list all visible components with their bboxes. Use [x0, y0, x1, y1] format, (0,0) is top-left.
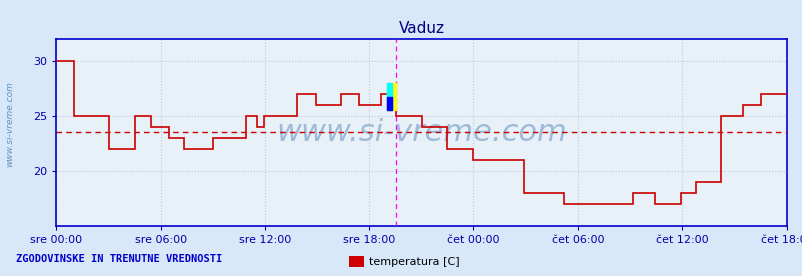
Bar [387, 83, 395, 110]
Bar [387, 97, 391, 110]
Bar [387, 83, 391, 110]
Text: temperatura [C]: temperatura [C] [369, 257, 460, 267]
Text: ZGODOVINSKE IN TRENUTNE VREDNOSTI: ZGODOVINSKE IN TRENUTNE VREDNOSTI [16, 254, 222, 264]
Title: Vaduz: Vaduz [398, 21, 444, 36]
Text: www.si-vreme.com: www.si-vreme.com [276, 118, 566, 147]
Text: www.si-vreme.com: www.si-vreme.com [5, 81, 14, 167]
